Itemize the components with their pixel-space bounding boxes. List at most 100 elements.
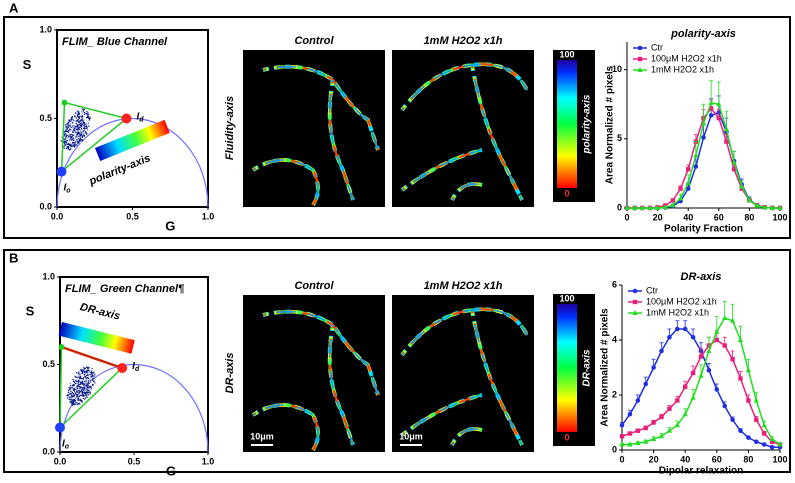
pixel-cloud bbox=[77, 141, 79, 144]
pixel-cloud bbox=[90, 371, 92, 373]
pixel-cloud bbox=[79, 139, 81, 141]
pixel-cloud bbox=[87, 385, 89, 387]
pixel-cloud bbox=[88, 122, 90, 125]
pixel-cloud bbox=[80, 399, 82, 401]
pixel-cloud bbox=[71, 115, 73, 117]
pixel-cloud bbox=[71, 392, 73, 394]
pixel-cloud bbox=[67, 147, 70, 149]
pixel-cloud bbox=[74, 117, 76, 119]
pixel-cloud bbox=[76, 138, 78, 141]
pixel-cloud bbox=[65, 147, 68, 150]
data-point bbox=[651, 420, 656, 425]
data-point bbox=[639, 205, 645, 210]
data-point bbox=[746, 435, 751, 440]
pixel-cloud bbox=[65, 139, 67, 141]
pixel-cloud bbox=[83, 388, 85, 390]
pixel-cloud bbox=[72, 122, 74, 124]
pixel-cloud bbox=[77, 119, 79, 121]
phasor-line bbox=[61, 345, 123, 370]
pixel-cloud bbox=[82, 369, 85, 371]
pixel-cloud bbox=[74, 114, 76, 116]
pixel-cloud bbox=[78, 131, 80, 133]
data-point bbox=[722, 315, 728, 320]
pixel-cloud bbox=[89, 379, 91, 381]
pixel-cloud bbox=[86, 374, 88, 377]
universal-circle bbox=[56, 117, 209, 208]
x-axis-label: G bbox=[165, 218, 175, 233]
pixel-cloud bbox=[84, 128, 86, 130]
pixel-cloud bbox=[83, 125, 86, 127]
pixel-cloud bbox=[77, 125, 79, 127]
pixel-cloud bbox=[73, 400, 75, 402]
pixel-cloud bbox=[79, 388, 81, 391]
pixel-cloud bbox=[81, 116, 83, 119]
third-point bbox=[61, 99, 68, 106]
pixel-cloud bbox=[84, 393, 86, 395]
pixel-cloud bbox=[72, 131, 74, 133]
pixel-cloud bbox=[78, 141, 80, 143]
pixel-cloud bbox=[70, 380, 73, 383]
pixel-cloud bbox=[75, 135, 77, 137]
x-tick-label: 0.5 bbox=[128, 456, 141, 466]
pixel-cloud bbox=[71, 121, 74, 123]
pixel-cloud bbox=[73, 403, 75, 405]
data-point bbox=[690, 394, 696, 400]
pixel-cloud bbox=[76, 140, 78, 142]
pixel-cloud bbox=[91, 368, 93, 370]
pixel-cloud bbox=[67, 131, 70, 133]
pixel-cloud bbox=[89, 372, 91, 374]
pixel-cloud bbox=[78, 139, 81, 141]
pixel-cloud bbox=[68, 398, 70, 400]
pixel-cloud bbox=[83, 369, 86, 371]
pixel-cloud bbox=[82, 377, 85, 379]
pixel-cloud bbox=[82, 369, 84, 371]
y-tick-label: 1.0 bbox=[39, 24, 52, 34]
data-point bbox=[635, 428, 640, 433]
pixel-cloud bbox=[79, 135, 82, 137]
pixel-cloud bbox=[71, 116, 74, 118]
data-point bbox=[737, 337, 744, 342]
pixel-cloud bbox=[76, 133, 79, 135]
pixel-cloud bbox=[86, 126, 88, 129]
pixel-cloud bbox=[85, 124, 87, 126]
pixel-cloud bbox=[78, 386, 80, 388]
pixel-cloud bbox=[80, 124, 82, 127]
data-point bbox=[682, 411, 688, 417]
data-point bbox=[678, 186, 683, 191]
pixel-cloud bbox=[82, 135, 84, 137]
pixel-cloud bbox=[77, 373, 80, 376]
pixel-cloud bbox=[76, 380, 78, 382]
pixel-cloud bbox=[70, 390, 72, 393]
pixel-cloud bbox=[75, 131, 77, 133]
y-tick-label: 0.5 bbox=[42, 359, 55, 369]
data-point bbox=[754, 202, 760, 208]
data-point bbox=[739, 183, 745, 189]
phasor-line bbox=[59, 367, 123, 429]
pixel-cloud bbox=[89, 381, 91, 383]
pixel-cloud bbox=[71, 402, 73, 404]
pixel-cloud bbox=[72, 142, 74, 144]
data-point bbox=[714, 387, 720, 392]
species-label-main: I bbox=[136, 111, 139, 122]
pixel-cloud bbox=[80, 378, 82, 380]
data-point bbox=[777, 205, 783, 210]
pixel-cloud bbox=[81, 119, 83, 121]
pixel-cloud bbox=[69, 149, 71, 151]
pixel-cloud bbox=[69, 389, 71, 391]
species-label-sub: o bbox=[66, 187, 71, 194]
legend-label: 1mM H2O2 x1h bbox=[646, 307, 709, 317]
pixel-cloud bbox=[72, 145, 75, 147]
pixel-cloud bbox=[81, 399, 83, 402]
data-point bbox=[651, 365, 656, 370]
data-point bbox=[670, 198, 676, 203]
pixel-cloud bbox=[72, 378, 74, 380]
y-tick-label: 0 bbox=[612, 444, 617, 454]
pixel-cloud bbox=[81, 383, 83, 385]
pixel-cloud bbox=[72, 388, 74, 390]
pixel-cloud bbox=[80, 394, 83, 397]
pixel-cloud bbox=[76, 377, 78, 380]
legend-label: Ctr bbox=[651, 42, 663, 52]
pixel-cloud bbox=[82, 382, 84, 385]
pixel-cloud bbox=[78, 121, 80, 123]
pixel-cloud bbox=[66, 394, 69, 396]
